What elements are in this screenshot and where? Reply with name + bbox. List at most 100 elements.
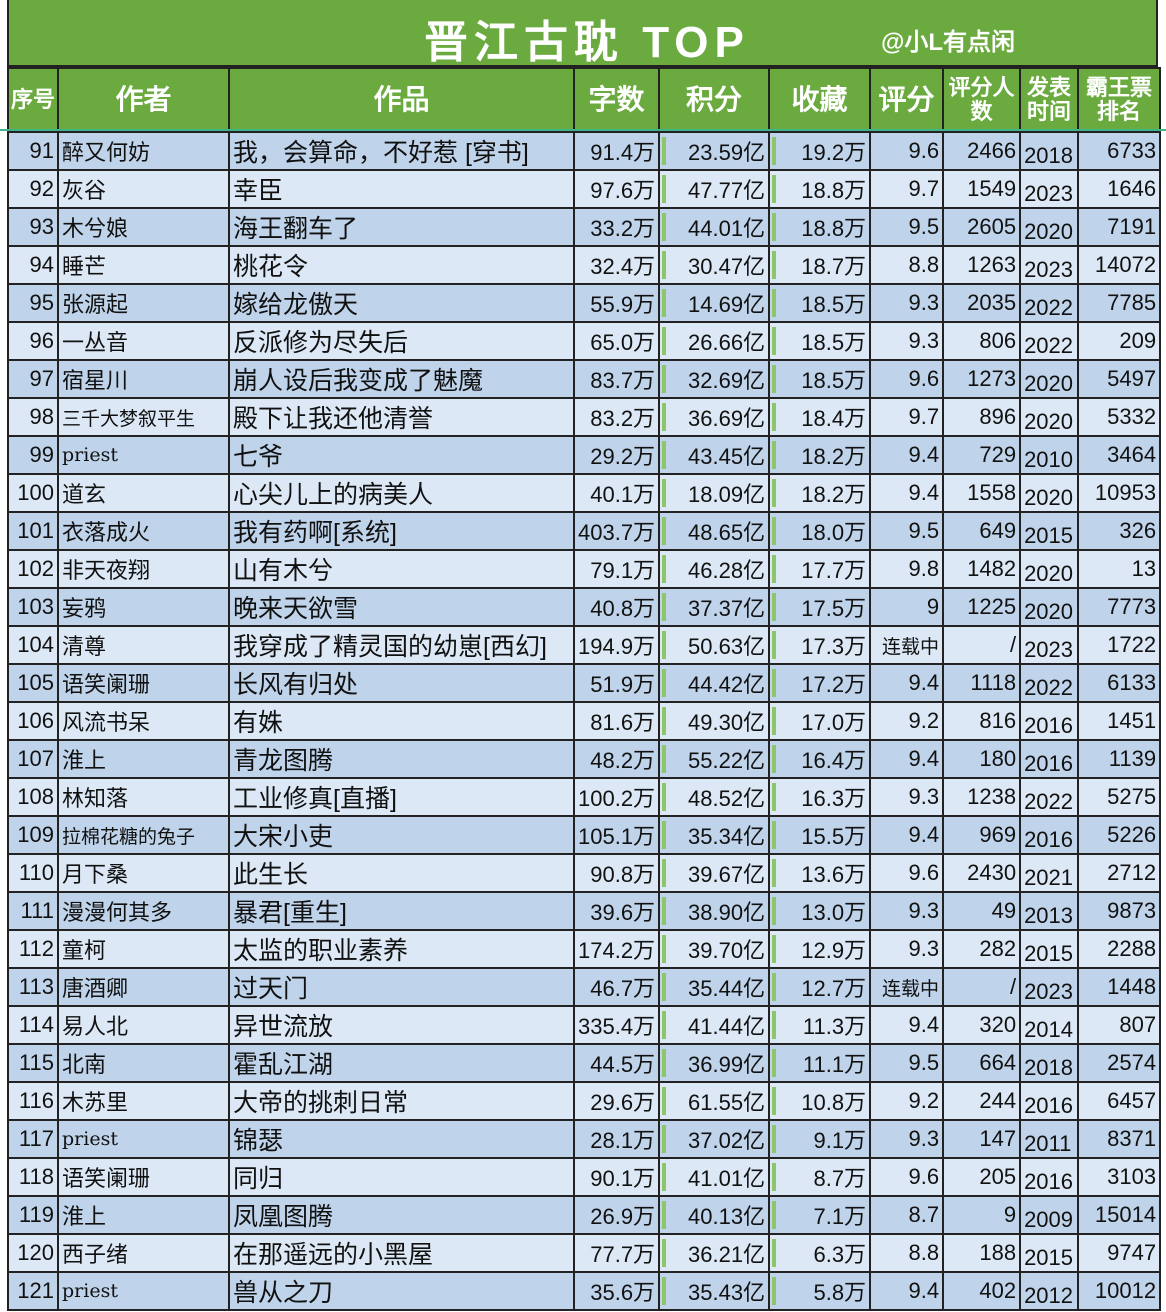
- cell-words: 51.9万: [572, 663, 661, 703]
- col-header-author: 作者: [57, 67, 230, 133]
- cell-tip-rank: 7773: [1077, 587, 1162, 627]
- cell-work: 崩人设后我变成了魅魔: [228, 359, 575, 399]
- table-row: 111 漫漫何其多 暴君[重生] 39.6万 38.90亿 13.0万 9.3 49 2013 9…: [7, 891, 1162, 931]
- cell-rank: 97: [7, 359, 59, 399]
- cell-tip-rank: 7785: [1077, 283, 1162, 323]
- cell-rating-count: 969: [942, 815, 1022, 855]
- cell-score: 37.37亿: [658, 587, 771, 627]
- cell-publish-year: 2022: [1019, 321, 1080, 361]
- cell-score: 39.67亿: [658, 853, 771, 893]
- cell-words: 90.8万: [572, 853, 661, 893]
- cell-tip-rank: 10012: [1077, 1271, 1162, 1311]
- cell-publish-year: 2009: [1019, 1195, 1080, 1235]
- cell-rank: 114: [7, 1005, 59, 1045]
- cell-tip-rank: 807: [1077, 1005, 1162, 1045]
- cell-score: 44.01亿: [658, 207, 771, 247]
- col-header-words: 字数: [572, 67, 661, 133]
- cell-rating-count: 49: [942, 891, 1022, 931]
- cell-score: 61.55亿: [658, 1081, 771, 1121]
- cell-tip-rank: 10953: [1077, 473, 1162, 513]
- cell-author: 语笑阑珊: [57, 663, 230, 703]
- cell-words: 81.6万: [572, 701, 661, 741]
- cell-words: 90.1万: [572, 1157, 661, 1197]
- table-row: 106 风流书呆 有姝 81.6万 49.30亿 17.0万 9.2 816 2016 1451: [7, 701, 1162, 741]
- cell-rank: 105: [7, 663, 59, 703]
- cell-favorites: 18.5万: [768, 359, 872, 399]
- cell-rating-count: 729: [942, 435, 1022, 475]
- cell-rating-count: /: [942, 625, 1022, 665]
- cell-score: 35.43亿: [658, 1271, 771, 1311]
- cell-favorites: 17.7万: [768, 549, 872, 589]
- cell-tip-rank: 209: [1077, 321, 1162, 361]
- cell-work: 桃花令: [228, 245, 575, 285]
- cell-author: 月下桑: [57, 853, 230, 893]
- cell-work: 工业修真[直播]: [228, 777, 575, 817]
- cell-rating-count: 1118: [942, 663, 1022, 703]
- cell-tip-rank: 1448: [1077, 967, 1162, 1007]
- cell-rating: 9.4: [869, 1005, 945, 1045]
- cell-rank: 93: [7, 207, 59, 247]
- cell-rank: 116: [7, 1081, 59, 1121]
- table-row: 104 清尊 我穿成了精灵国的幼崽[西幻] 194.9万 50.63亿 17.3万 连载中 /…: [7, 625, 1162, 665]
- cell-score: 55.22亿: [658, 739, 771, 779]
- cell-tip-rank: 9873: [1077, 891, 1162, 931]
- cell-favorites: 18.7万: [768, 245, 872, 285]
- cell-author: 清尊: [57, 625, 230, 665]
- cell-author: 道玄: [57, 473, 230, 513]
- cell-words: 65.0万: [572, 321, 661, 361]
- cell-rating: 9.2: [869, 1081, 945, 1121]
- cell-rating: 9.3: [869, 283, 945, 323]
- cell-rating-count: 2430: [942, 853, 1022, 893]
- cell-author: 淮上: [57, 739, 230, 779]
- cell-author: priest: [57, 1119, 230, 1159]
- cell-author: priest: [57, 435, 230, 475]
- cell-rank: 102: [7, 549, 59, 589]
- cell-author: 张源起: [57, 283, 230, 323]
- cell-author: 宿星川: [57, 359, 230, 399]
- cell-tip-rank: 2574: [1077, 1043, 1162, 1083]
- cell-words: 79.1万: [572, 549, 661, 589]
- cell-favorites: 18.5万: [768, 283, 872, 323]
- table-row: 118 语笑阑珊 同归 90.1万 41.01亿 8.7万 9.6 205 2016 3103: [7, 1157, 1162, 1197]
- cell-rating-count: 2466: [942, 131, 1022, 171]
- col-header-tip-rank: 霸王票排名: [1077, 67, 1162, 133]
- cell-author: 语笑阑珊: [57, 1157, 230, 1197]
- cell-rank: 108: [7, 777, 59, 817]
- cell-words: 44.5万: [572, 1043, 661, 1083]
- cell-rank: 111: [7, 891, 59, 931]
- cell-rating-count: 205: [942, 1157, 1022, 1197]
- cell-words: 97.6万: [572, 169, 661, 209]
- cell-rating: 9.7: [869, 169, 945, 209]
- cell-rating: 9.3: [869, 777, 945, 817]
- cell-score: 48.52亿: [658, 777, 771, 817]
- cell-rank: 109: [7, 815, 59, 855]
- table-row: 99 priest 七爷 29.2万 43.45亿 18.2万 9.4 729 2010 3464: [7, 435, 1162, 475]
- cell-score: 36.69亿: [658, 397, 771, 437]
- cell-publish-year: 2020: [1019, 397, 1080, 437]
- cell-rating: 8.8: [869, 1233, 945, 1273]
- cell-publish-year: 2011: [1019, 1119, 1080, 1159]
- page-title: 晋江古耽 TOP: [424, 18, 750, 67]
- cell-publish-year: 2021: [1019, 853, 1080, 893]
- cell-words: 77.7万: [572, 1233, 661, 1273]
- cell-favorites: 12.7万: [768, 967, 872, 1007]
- cell-work: 长风有归处: [228, 663, 575, 703]
- cell-publish-year: 2015: [1019, 511, 1080, 551]
- cell-rating: 8.7: [869, 1195, 945, 1235]
- cell-publish-year: 2014: [1019, 1005, 1080, 1045]
- cell-author: 拉棉花糖的兔子: [57, 815, 230, 855]
- cell-tip-rank: 326: [1077, 511, 1162, 551]
- cell-tip-rank: 6133: [1077, 663, 1162, 703]
- table-row: 105 语笑阑珊 长风有归处 51.9万 44.42亿 17.2万 9.4 1118 2022 6…: [7, 663, 1162, 703]
- cell-work: 我有药啊[系统]: [228, 511, 575, 551]
- cell-author: 木苏里: [57, 1081, 230, 1121]
- cell-publish-year: 2015: [1019, 929, 1080, 969]
- cell-rank: 101: [7, 511, 59, 551]
- cell-rank: 92: [7, 169, 59, 209]
- cell-rating: 9.4: [869, 663, 945, 703]
- cell-work: 青龙图腾: [228, 739, 575, 779]
- cell-rating-count: 1549: [942, 169, 1022, 209]
- cell-words: 174.2万: [572, 929, 661, 969]
- cell-score: 50.63亿: [658, 625, 771, 665]
- header-divider: [0, 129, 1166, 131]
